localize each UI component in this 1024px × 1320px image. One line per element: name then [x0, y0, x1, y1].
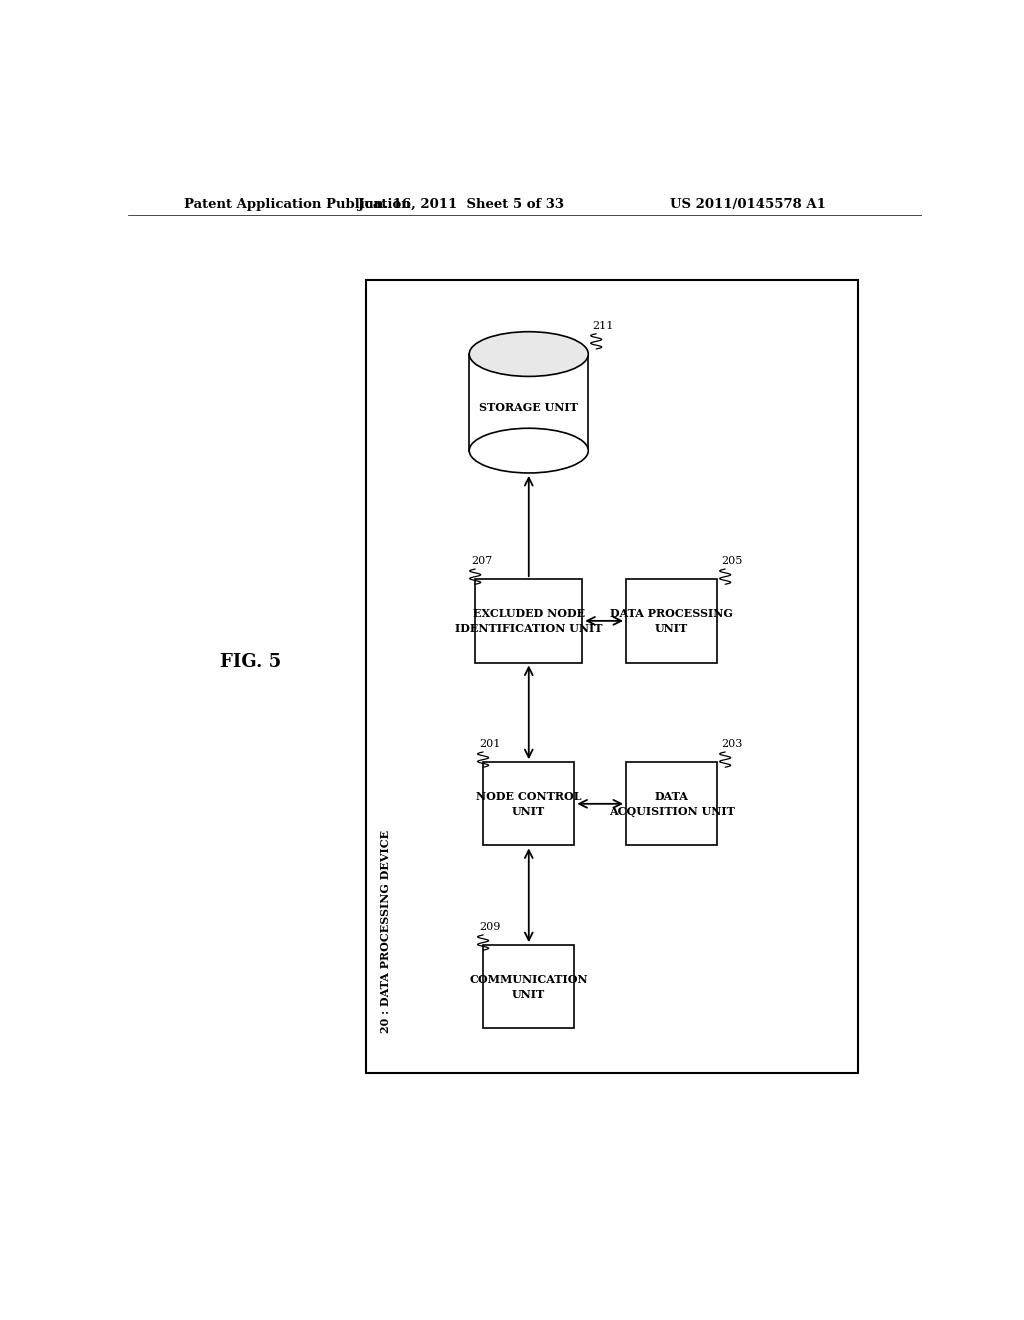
- Bar: [367, 280, 858, 1073]
- Bar: [469, 354, 588, 450]
- Text: 20 : DATA PROCESSING DEVICE: 20 : DATA PROCESSING DEVICE: [380, 829, 391, 1032]
- Text: DATA PROCESSING
UNIT: DATA PROCESSING UNIT: [610, 609, 733, 634]
- Text: 209: 209: [479, 921, 501, 932]
- Text: DATA
ACQUISITION UNIT: DATA ACQUISITION UNIT: [608, 791, 734, 817]
- Bar: [626, 762, 717, 846]
- Text: NODE CONTROL
UNIT: NODE CONTROL UNIT: [476, 791, 582, 817]
- Text: US 2011/0145578 A1: US 2011/0145578 A1: [671, 198, 826, 211]
- Ellipse shape: [469, 428, 588, 473]
- Text: 211: 211: [592, 321, 613, 331]
- Text: 203: 203: [721, 739, 742, 748]
- Bar: [483, 762, 574, 846]
- Text: 207: 207: [471, 556, 493, 566]
- Text: 205: 205: [721, 556, 742, 566]
- Ellipse shape: [469, 331, 588, 376]
- Text: FIG. 5: FIG. 5: [220, 652, 282, 671]
- Bar: [475, 579, 583, 663]
- Text: Jun. 16, 2011  Sheet 5 of 33: Jun. 16, 2011 Sheet 5 of 33: [358, 198, 564, 211]
- Bar: [626, 579, 717, 663]
- Text: COMMUNICATION
UNIT: COMMUNICATION UNIT: [469, 974, 588, 999]
- Bar: [483, 945, 574, 1028]
- Text: Patent Application Publication: Patent Application Publication: [183, 198, 411, 211]
- Text: EXCLUDED NODE
IDENTIFICATION UNIT: EXCLUDED NODE IDENTIFICATION UNIT: [455, 609, 602, 634]
- Text: 201: 201: [479, 739, 501, 748]
- Text: STORAGE UNIT: STORAGE UNIT: [479, 401, 579, 413]
